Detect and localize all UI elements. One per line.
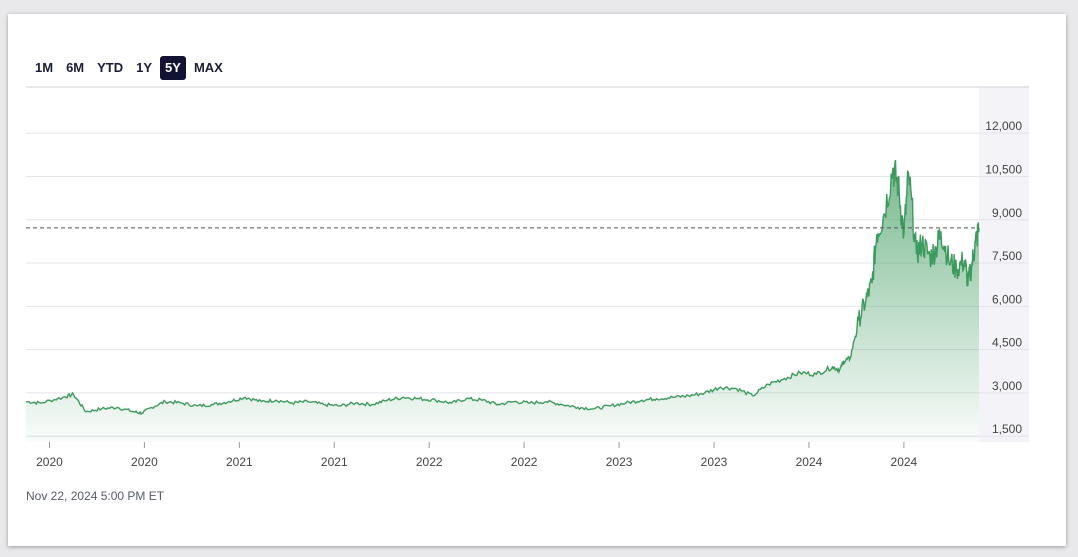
range-max-button[interactable]: MAX — [193, 60, 223, 75]
x-tick-label-4: 2022 — [416, 455, 443, 469]
x-tick-label-9: 2024 — [891, 455, 918, 469]
x-tick-label-7: 2023 — [701, 455, 728, 469]
x-tick-label-5: 2022 — [511, 455, 538, 469]
range-6m-button[interactable]: 6M — [66, 60, 85, 75]
y-tick-label-5: 9,000 — [992, 206, 1022, 220]
y-tick-label-2: 4,500 — [992, 336, 1022, 350]
y-tick-label-6: 10,500 — [985, 162, 1022, 176]
x-tick-label-6: 2023 — [606, 455, 633, 469]
x-tick-label-0: 2020 — [36, 455, 63, 469]
y-tick-label-0: 1,500 — [992, 422, 1022, 436]
range-1y-button[interactable]: 1Y — [136, 60, 153, 75]
x-tick-label-8: 2024 — [796, 455, 823, 469]
y-tick-label-7: 12,000 — [985, 119, 1022, 133]
y-axis-band — [979, 87, 1029, 442]
price-chart[interactable]: 1,500 3,000 4,500 6,000 7,500 9,000 10,500 12,0… — [8, 14, 1066, 484]
y-tick-label-4: 7,500 — [992, 249, 1022, 263]
y-tick-label-1: 3,000 — [992, 379, 1022, 393]
x-tick-label-3: 2021 — [321, 455, 348, 469]
chart-card: 1M 6M YTD 1Y 5Y MAX 1,500 3,000 4,500 6,000… — [8, 14, 1066, 546]
y-tick-label-3: 6,000 — [992, 292, 1022, 306]
last-updated-timestamp: Nov 22, 2024 5:00 PM ET — [26, 489, 165, 503]
x-axis: 2020 2020 2021 2021 2022 2022 2023 2023 2024 2024 — [36, 442, 918, 469]
range-ytd-button[interactable]: YTD — [97, 60, 124, 75]
x-tick-label-2: 2021 — [226, 455, 253, 469]
area-layer — [25, 159, 980, 442]
time-range-selector: 1M 6M YTD 1Y 5Y MAX — [30, 56, 228, 80]
range-1m-button[interactable]: 1M — [35, 60, 54, 75]
series-area — [26, 160, 979, 442]
y-axis: 1,500 3,000 4,500 6,000 7,500 9,000 10,500 12,0… — [985, 119, 1022, 436]
x-tick-label-1: 2020 — [131, 455, 158, 469]
range-5y-button[interactable]: 5Y — [160, 56, 186, 80]
series-line — [25, 159, 980, 416]
